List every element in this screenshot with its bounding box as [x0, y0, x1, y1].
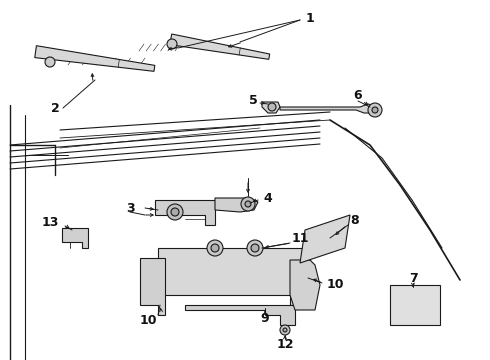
Circle shape [45, 57, 55, 67]
Text: 10: 10 [326, 279, 344, 292]
Polygon shape [262, 102, 280, 113]
Circle shape [280, 325, 290, 335]
Polygon shape [158, 248, 310, 305]
Circle shape [247, 240, 263, 256]
Text: 5: 5 [248, 94, 257, 107]
Polygon shape [215, 198, 258, 212]
Text: 2: 2 [50, 102, 59, 114]
Polygon shape [280, 104, 380, 113]
Circle shape [268, 103, 276, 111]
Text: 3: 3 [126, 202, 134, 215]
Circle shape [251, 244, 259, 252]
Text: 9: 9 [261, 311, 270, 324]
Text: 12: 12 [276, 338, 294, 351]
Polygon shape [170, 34, 270, 59]
Circle shape [171, 208, 179, 216]
Circle shape [167, 204, 183, 220]
Polygon shape [62, 228, 88, 248]
Text: 10: 10 [139, 314, 157, 327]
Text: 6: 6 [354, 89, 362, 102]
Circle shape [368, 103, 382, 117]
Polygon shape [290, 260, 320, 310]
Text: 7: 7 [409, 271, 417, 284]
Polygon shape [155, 200, 215, 225]
Circle shape [372, 107, 378, 113]
Polygon shape [300, 215, 350, 263]
Text: 1: 1 [306, 12, 315, 24]
Polygon shape [140, 258, 165, 315]
Circle shape [211, 244, 219, 252]
Circle shape [241, 197, 255, 211]
Polygon shape [185, 305, 295, 325]
Circle shape [167, 39, 177, 49]
Polygon shape [390, 285, 440, 325]
Circle shape [245, 201, 251, 207]
Circle shape [207, 240, 223, 256]
Text: 4: 4 [264, 192, 272, 204]
Text: 13: 13 [41, 216, 59, 229]
Text: 11: 11 [291, 231, 309, 244]
Circle shape [283, 328, 287, 332]
Polygon shape [35, 46, 155, 71]
Text: 8: 8 [351, 213, 359, 226]
